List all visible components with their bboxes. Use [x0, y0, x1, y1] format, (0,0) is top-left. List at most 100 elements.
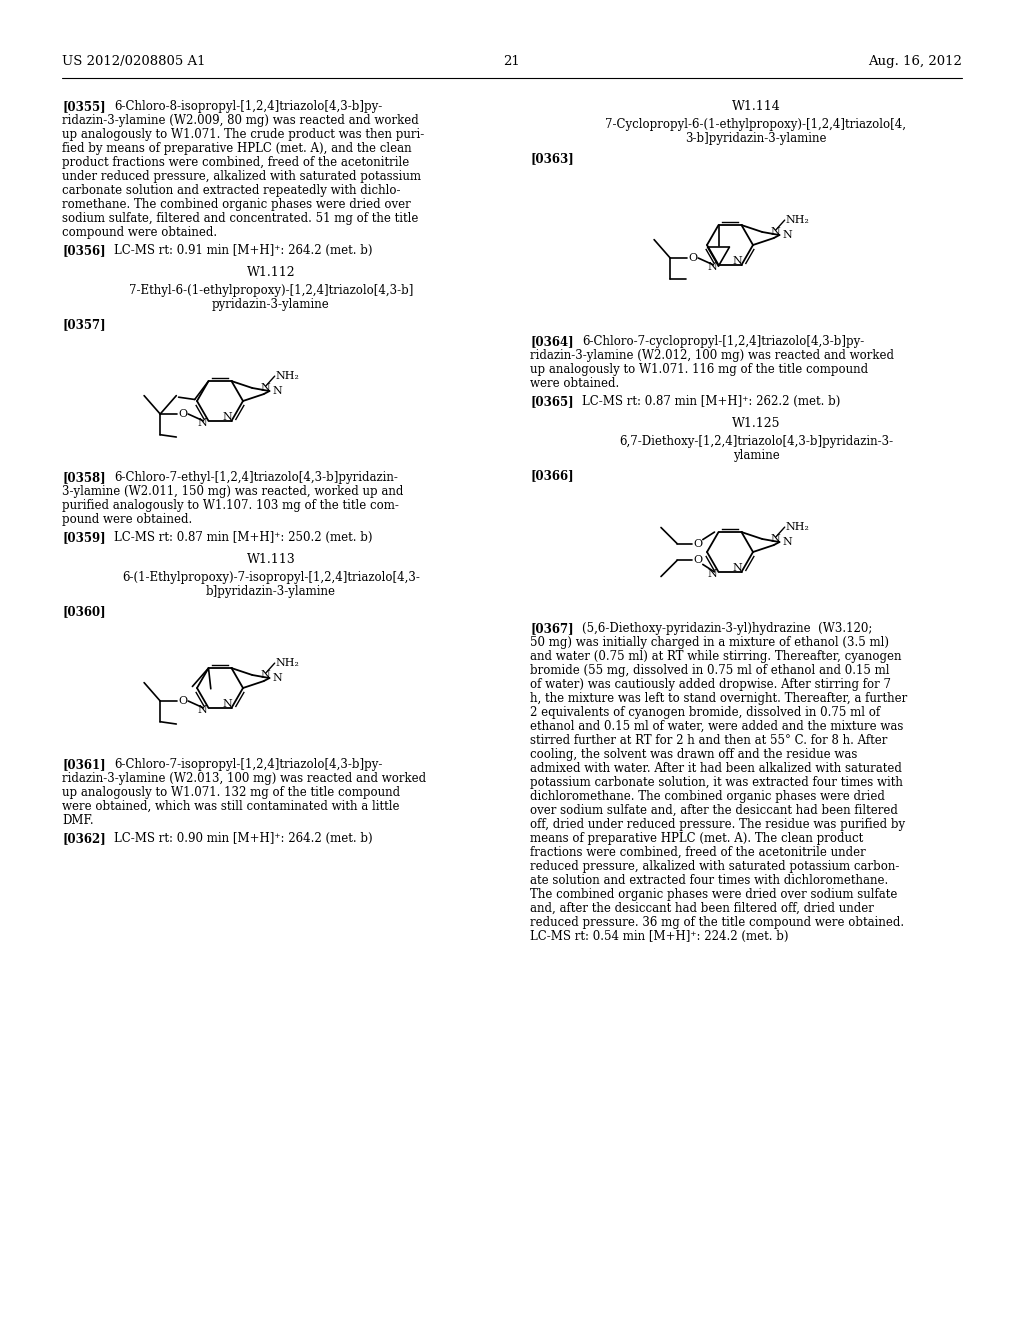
Text: W1.125: W1.125: [732, 417, 780, 430]
Text: O: O: [693, 539, 702, 549]
Text: N: N: [272, 673, 283, 682]
Text: 6-(1-Ethylpropoxy)-7-isopropyl-[1,2,4]triazolo[4,3-: 6-(1-Ethylpropoxy)-7-isopropyl-[1,2,4]tr…: [122, 572, 420, 583]
Text: Aug. 16, 2012: Aug. 16, 2012: [868, 55, 962, 69]
Text: [0362]: [0362]: [62, 832, 105, 845]
Text: ylamine: ylamine: [732, 449, 779, 462]
Text: N: N: [222, 412, 232, 422]
Text: [0356]: [0356]: [62, 244, 105, 257]
Text: 6-Chloro-8-isopropyl-[1,2,4]triazolo[4,3-b]py-: 6-Chloro-8-isopropyl-[1,2,4]triazolo[4,3…: [114, 100, 382, 114]
Text: DMF.: DMF.: [62, 814, 93, 828]
Text: up analogously to W1.071. 132 mg of the title compound: up analogously to W1.071. 132 mg of the …: [62, 785, 400, 799]
Text: cooling, the solvent was drawn off and the residue was: cooling, the solvent was drawn off and t…: [530, 748, 857, 762]
Text: [0355]: [0355]: [62, 100, 105, 114]
Text: 6,7-Diethoxy-[1,2,4]triazolo[4,3-b]pyridazin-3-: 6,7-Diethoxy-[1,2,4]triazolo[4,3-b]pyrid…: [618, 436, 893, 447]
Text: stirred further at RT for 2 h and then at 55° C. for 8 h. After: stirred further at RT for 2 h and then a…: [530, 734, 888, 747]
Text: [0360]: [0360]: [62, 605, 105, 618]
Text: N: N: [732, 562, 742, 573]
Text: 7-Cyclopropyl-6-(1-ethylpropoxy)-[1,2,4]triazolo[4,: 7-Cyclopropyl-6-(1-ethylpropoxy)-[1,2,4]…: [605, 117, 906, 131]
Text: [0366]: [0366]: [530, 469, 573, 482]
Text: 6-Chloro-7-cyclopropyl-[1,2,4]triazolo[4,3-b]py-: 6-Chloro-7-cyclopropyl-[1,2,4]triazolo[4…: [582, 335, 864, 348]
Text: N: N: [771, 535, 780, 544]
Text: 3-b]pyridazin-3-ylamine: 3-b]pyridazin-3-ylamine: [685, 132, 826, 145]
Text: [0358]: [0358]: [62, 471, 105, 484]
Text: admixed with water. After it had been alkalized with saturated: admixed with water. After it had been al…: [530, 762, 902, 775]
Text: were obtained, which was still contaminated with a little: were obtained, which was still contamina…: [62, 800, 399, 813]
Text: were obtained.: were obtained.: [530, 378, 620, 389]
Text: carbonate solution and extracted repeatedly with dichlo-: carbonate solution and extracted repeate…: [62, 183, 400, 197]
Text: W1.112: W1.112: [247, 267, 295, 279]
Text: [0364]: [0364]: [530, 335, 573, 348]
Text: potassium carbonate solution, it was extracted four times with: potassium carbonate solution, it was ext…: [530, 776, 903, 789]
Text: product fractions were combined, freed of the acetonitrile: product fractions were combined, freed o…: [62, 156, 410, 169]
Text: [0367]: [0367]: [530, 622, 573, 635]
Text: O: O: [178, 409, 187, 418]
Text: romethane. The combined organic phases were dried over: romethane. The combined organic phases w…: [62, 198, 411, 211]
Text: ridazin-3-ylamine (W2.009, 80 mg) was reacted and worked: ridazin-3-ylamine (W2.009, 80 mg) was re…: [62, 114, 419, 127]
Text: W1.114: W1.114: [731, 100, 780, 114]
Text: over sodium sulfate and, after the desiccant had been filtered: over sodium sulfate and, after the desic…: [530, 804, 898, 817]
Text: NH₂: NH₂: [275, 371, 300, 381]
Text: LC-MS rt: 0.54 min [M+H]⁺: 224.2 (met. b): LC-MS rt: 0.54 min [M+H]⁺: 224.2 (met. b…: [530, 931, 788, 942]
Text: fractions were combined, freed of the acetonitrile under: fractions were combined, freed of the ac…: [530, 846, 865, 859]
Text: N: N: [782, 537, 793, 546]
Text: reduced pressure. 36 mg of the title compound were obtained.: reduced pressure. 36 mg of the title com…: [530, 916, 904, 929]
Text: N: N: [272, 385, 283, 396]
Text: and water (0.75 ml) at RT while stirring. Thereafter, cyanogen: and water (0.75 ml) at RT while stirring…: [530, 649, 901, 663]
Text: LC-MS rt: 0.87 min [M+H]⁺: 262.2 (met. b): LC-MS rt: 0.87 min [M+H]⁺: 262.2 (met. b…: [582, 395, 841, 408]
Text: US 2012/0208805 A1: US 2012/0208805 A1: [62, 55, 206, 69]
Text: The combined organic phases were dried over sodium sulfate: The combined organic phases were dried o…: [530, 888, 897, 902]
Text: N: N: [198, 418, 208, 428]
Text: 6-Chloro-7-isopropyl-[1,2,4]triazolo[4,3-b]py-: 6-Chloro-7-isopropyl-[1,2,4]triazolo[4,3…: [114, 758, 382, 771]
Text: ate solution and extracted four times with dichloromethane.: ate solution and extracted four times wi…: [530, 874, 888, 887]
Text: dichloromethane. The combined organic phases were dried: dichloromethane. The combined organic ph…: [530, 789, 885, 803]
Text: h, the mixture was left to stand overnight. Thereafter, a further: h, the mixture was left to stand overnig…: [530, 692, 907, 705]
Text: compound were obtained.: compound were obtained.: [62, 226, 217, 239]
Text: NH₂: NH₂: [785, 215, 810, 226]
Text: and, after the desiccant had been filtered off, dried under: and, after the desiccant had been filter…: [530, 902, 873, 915]
Text: LC-MS rt: 0.87 min [M+H]⁺: 250.2 (met. b): LC-MS rt: 0.87 min [M+H]⁺: 250.2 (met. b…: [114, 531, 373, 544]
Text: NH₂: NH₂: [785, 523, 810, 532]
Text: ridazin-3-ylamine (W2.013, 100 mg) was reacted and worked: ridazin-3-ylamine (W2.013, 100 mg) was r…: [62, 772, 426, 785]
Text: 2 equivalents of cyanogen bromide, dissolved in 0.75 ml of: 2 equivalents of cyanogen bromide, disso…: [530, 706, 880, 719]
Text: NH₂: NH₂: [275, 659, 300, 668]
Text: LC-MS rt: 0.90 min [M+H]⁺: 264.2 (met. b): LC-MS rt: 0.90 min [M+H]⁺: 264.2 (met. b…: [114, 832, 373, 845]
Text: bromide (55 mg, dissolved in 0.75 ml of ethanol and 0.15 ml: bromide (55 mg, dissolved in 0.75 ml of …: [530, 664, 890, 677]
Text: 21: 21: [504, 55, 520, 69]
Text: O: O: [688, 253, 697, 263]
Text: of water) was cautiously added dropwise. After stirring for 7: of water) was cautiously added dropwise.…: [530, 678, 891, 690]
Text: purified analogously to W1.107. 103 mg of the title com-: purified analogously to W1.107. 103 mg o…: [62, 499, 399, 512]
Text: LC-MS rt: 0.91 min [M+H]⁺: 264.2 (met. b): LC-MS rt: 0.91 min [M+H]⁺: 264.2 (met. b…: [114, 244, 373, 257]
Text: 50 mg) was initially charged in a mixture of ethanol (3.5 ml): 50 mg) was initially charged in a mixtur…: [530, 636, 889, 649]
Text: N: N: [708, 569, 718, 579]
Text: 3-ylamine (W2.011, 150 mg) was reacted, worked up and: 3-ylamine (W2.011, 150 mg) was reacted, …: [62, 484, 403, 498]
Text: N: N: [261, 383, 270, 393]
Text: b]pyridazin-3-ylamine: b]pyridazin-3-ylamine: [206, 585, 336, 598]
Text: 6-Chloro-7-ethyl-[1,2,4]triazolo[4,3-b]pyridazin-: 6-Chloro-7-ethyl-[1,2,4]triazolo[4,3-b]p…: [114, 471, 398, 484]
Text: [0357]: [0357]: [62, 318, 105, 331]
Text: N: N: [782, 230, 793, 240]
Text: N: N: [222, 698, 232, 709]
Text: N: N: [732, 256, 742, 265]
Text: N: N: [261, 671, 270, 680]
Text: [0359]: [0359]: [62, 531, 105, 544]
Text: N: N: [708, 261, 718, 272]
Text: reduced pressure, alkalized with saturated potassium carbon-: reduced pressure, alkalized with saturat…: [530, 861, 899, 873]
Text: (5,6-Diethoxy-pyridazin-3-yl)hydrazine  (W3.120;: (5,6-Diethoxy-pyridazin-3-yl)hydrazine (…: [582, 622, 872, 635]
Text: ridazin-3-ylamine (W2.012, 100 mg) was reacted and worked: ridazin-3-ylamine (W2.012, 100 mg) was r…: [530, 348, 894, 362]
Text: pyridazin-3-ylamine: pyridazin-3-ylamine: [212, 298, 330, 312]
Text: fied by means of preparative HPLC (met. A), and the clean: fied by means of preparative HPLC (met. …: [62, 143, 412, 154]
Text: up analogously to W1.071. The crude product was then puri-: up analogously to W1.071. The crude prod…: [62, 128, 424, 141]
Text: pound were obtained.: pound were obtained.: [62, 513, 193, 525]
Text: N: N: [771, 227, 780, 238]
Text: ethanol and 0.15 ml of water, were added and the mixture was: ethanol and 0.15 ml of water, were added…: [530, 719, 903, 733]
Text: 7-Ethyl-6-(1-ethylpropoxy)-[1,2,4]triazolo[4,3-b]: 7-Ethyl-6-(1-ethylpropoxy)-[1,2,4]triazo…: [129, 284, 414, 297]
Text: [0361]: [0361]: [62, 758, 105, 771]
Text: [0365]: [0365]: [530, 395, 573, 408]
Text: means of preparative HPLC (met. A). The clean product: means of preparative HPLC (met. A). The …: [530, 832, 863, 845]
Text: O: O: [178, 696, 187, 706]
Text: under reduced pressure, alkalized with saturated potassium: under reduced pressure, alkalized with s…: [62, 170, 421, 183]
Text: off, dried under reduced pressure. The residue was purified by: off, dried under reduced pressure. The r…: [530, 818, 905, 832]
Text: sodium sulfate, filtered and concentrated. 51 mg of the title: sodium sulfate, filtered and concentrate…: [62, 213, 419, 224]
Text: [0363]: [0363]: [530, 152, 573, 165]
Text: up analogously to W1.071. 116 mg of the title compound: up analogously to W1.071. 116 mg of the …: [530, 363, 868, 376]
